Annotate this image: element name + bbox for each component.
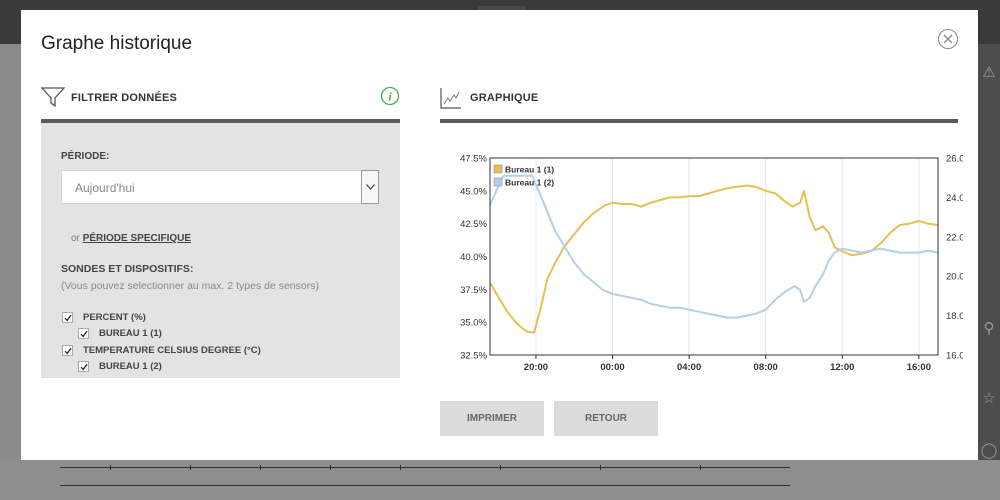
filter-panel: PÉRIODE: Aujourd'hui or PÉRIODE SPECIFIQ…	[41, 123, 400, 378]
chart-left-tick-label: 37.5%	[460, 285, 487, 296]
chart-series-line-2	[489, 174, 939, 319]
chart-right-tick-label: 18.0°C	[946, 311, 963, 322]
back-button[interactable]: RETOUR	[554, 401, 658, 436]
timeline-tick	[600, 465, 601, 470]
chart-x-axis: 20:00 00:00 04:00 08:00 12:00 16:00	[524, 355, 931, 373]
filter-section-divider	[41, 119, 400, 123]
sensors-hint: (Vous pouvez selectionner au max. 2 type…	[61, 280, 319, 292]
sensors-label: SONDES ET DISPOSITIFS:	[61, 263, 194, 275]
line-chart-icon	[440, 88, 461, 109]
chart-x-tick-label: 00:00	[600, 362, 624, 373]
timeline-tick	[260, 465, 261, 470]
timeline-tick	[330, 465, 331, 470]
chart-right-tick-label: 22.0°C	[946, 232, 963, 243]
chart-legend: Bureau 1 (1) Bureau 1 (2)	[493, 164, 554, 188]
close-icon[interactable]	[938, 29, 958, 49]
timeline-tick	[400, 465, 401, 470]
search-icon: ⚲	[983, 320, 995, 337]
print-button[interactable]: IMPRIMER	[440, 401, 544, 436]
history-graph-modal: Graphe historique FILTRER DONNÉES i PÉRI…	[21, 10, 978, 460]
chart-right-tick-label: 20.0°C	[946, 272, 963, 283]
chart-legend-swatch	[493, 177, 503, 187]
chart-grid	[535, 158, 920, 355]
star-icon: ☆	[982, 390, 996, 407]
modal-title: Graphe historique	[41, 33, 193, 54]
circle-icon: ◯	[980, 442, 998, 459]
timeline-line	[60, 485, 790, 486]
chart-x-tick-label: 20:00	[524, 362, 548, 373]
checkbox[interactable]	[78, 328, 89, 339]
chart-right-tick-label: 26.0°C	[946, 155, 963, 165]
funnel-icon	[41, 87, 65, 108]
checkbox-label: PERCENT (%)	[83, 312, 146, 323]
checkbox-label: BUREAU 1 (1)	[99, 328, 162, 339]
checkbox[interactable]	[62, 345, 73, 356]
period-select[interactable]: Aujourd'hui	[61, 170, 379, 204]
chart-legend-swatch	[493, 164, 503, 174]
filter-section-title: FILTRER DONNÉES	[71, 92, 178, 104]
chart-left-tick-label: 47.5%	[460, 155, 487, 165]
info-icon[interactable]: i	[380, 86, 400, 106]
chart-x-tick-label: 08:00	[754, 362, 778, 373]
chart-x-tick-label: 16:00	[907, 362, 931, 373]
specific-period-link[interactable]: PÉRIODE SPECIFIQUE	[82, 233, 192, 244]
chevron-down-icon[interactable]	[361, 170, 379, 204]
checkbox[interactable]	[62, 312, 73, 323]
chart-legend-label: Bureau 1 (1)	[505, 165, 554, 175]
chart-series	[489, 174, 939, 334]
period-label: PÉRIODE:	[61, 151, 110, 162]
chart-left-tick-label: 32.5%	[460, 351, 487, 362]
chart-left-tick-label: 45.0%	[460, 186, 487, 197]
timeline-tick	[700, 465, 701, 470]
timeline-line	[60, 467, 790, 468]
specific-period-line: or PÉRIODE SPECIFIQUE	[71, 233, 191, 244]
warning-icon: ⚠	[982, 64, 996, 81]
chart-x-tick-label: 04:00	[677, 362, 701, 373]
chart-right-tick-label: 24.0°C	[946, 193, 963, 204]
graph-section-title: GRAPHIQUE	[470, 92, 539, 104]
chart-plot-frame	[489, 157, 939, 356]
checkbox-label: BUREAU 1 (2)	[99, 361, 162, 372]
chart-series-line-1	[489, 184, 939, 334]
chart-left-tick-label: 42.5%	[460, 219, 487, 230]
svg-text:i: i	[388, 90, 392, 104]
background-right-toolbar: ⚠ ⚲ ☆ ◯	[978, 44, 1000, 462]
chart-right-axis: 26.0°C 24.0°C 22.0°C 20.0°C 18.0°C 16.0°C	[946, 155, 963, 362]
chart-left-tick-label: 40.0%	[460, 252, 487, 263]
timeline-tick	[110, 465, 111, 470]
checkbox[interactable]	[78, 361, 89, 372]
history-line-chart: 47.5% 45.0% 42.5% 40.0% 37.5% 35.0% 32.5% 26.0…	[460, 155, 963, 373]
chart-left-axis: 47.5% 45.0% 42.5% 40.0% 37.5% 35.0% 32.5%	[460, 155, 487, 362]
background-timeline	[0, 460, 1000, 500]
graph-section-divider	[440, 119, 958, 123]
chart-left-tick-label: 35.0%	[460, 318, 487, 329]
chart-right-tick-label: 16.0°C	[946, 351, 963, 362]
chart-x-tick-label: 12:00	[830, 362, 854, 373]
timeline-tick	[190, 465, 191, 470]
checkbox-label: TEMPERATURE CELSIUS DEGREE (°C)	[83, 345, 261, 356]
or-text: or	[71, 233, 80, 244]
timeline-tick	[500, 465, 501, 470]
period-select-value: Aujourd'hui	[75, 181, 135, 195]
chart-legend-label: Bureau 1 (2)	[505, 178, 554, 188]
